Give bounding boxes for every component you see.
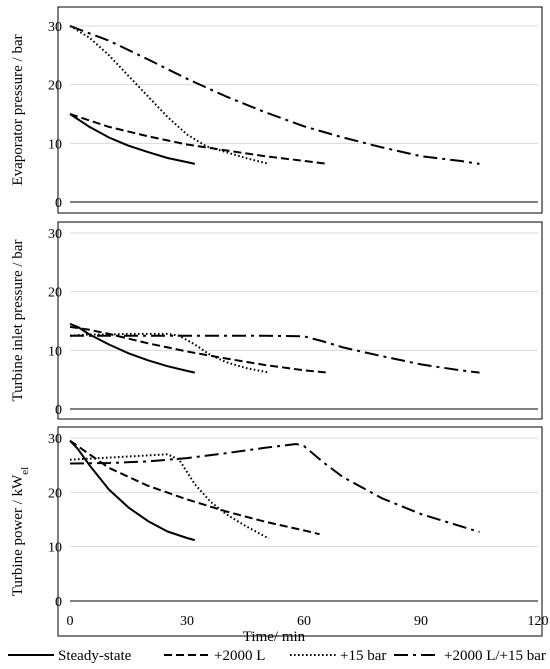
y-tick-label: 0 (55, 403, 62, 418)
y-tick-label: 10 (48, 137, 62, 152)
y-tick-label: 0 (55, 196, 62, 211)
series-line--15-bar (69, 25, 270, 165)
series-line-steady-state (69, 113, 196, 165)
panel-frame (57, 426, 543, 637)
x-axis-label: Time/ min (243, 629, 306, 645)
legend-label: +2000 L (214, 648, 265, 664)
y-axis-label: Evaporator pressure / bar (10, 34, 26, 185)
y-tick-label: 30 (48, 227, 62, 242)
y-axis-label: Turbine inlet pressure / bar (10, 240, 26, 402)
x-tick-label: 30 (180, 614, 194, 629)
x-tick-label: 120 (528, 614, 549, 629)
series-line--2000-l-15-bar (70, 334, 480, 374)
panel-2: 0 10 20 30 Turbine inlet pressure / bar (10, 221, 543, 420)
y-tick-label: 0 (55, 595, 62, 610)
y-tick-label: 30 (48, 20, 62, 35)
panels: 0 10 20 30 Evaporator pressure / bar 0 10 20 30 T… (10, 6, 549, 645)
x-tick-label: 60 (297, 614, 311, 629)
x-tick-label: 90 (414, 614, 428, 629)
series-line-steady-state (69, 322, 196, 374)
y-tick-label: 10 (48, 541, 62, 556)
series-line--2000-l (69, 113, 328, 165)
legend-item: Steady-state (8, 648, 132, 664)
legend-item: +15 bar (290, 648, 386, 664)
series-line-steady-state (69, 440, 196, 542)
panel-frame (57, 221, 543, 420)
legend-item: +2000 L/+15 bar (394, 648, 546, 664)
panel-1: 0 10 20 30 Evaporator pressure / bar (10, 6, 543, 214)
series-line--15-bar (69, 453, 270, 540)
legend-label: Steady-state (58, 648, 132, 664)
y-tick-label: 20 (48, 286, 62, 301)
series-line--2000-l (69, 325, 328, 374)
series-line--2000-l-15-bar (69, 25, 480, 165)
y-tick-label: 20 (48, 79, 62, 94)
y-tick-label: 10 (48, 344, 62, 359)
legend-label: +2000 L/+15 bar (444, 648, 546, 664)
panel-3: 0 10 20 30 Turbine power / kWel 0 30 60 90 120 Tim… (10, 426, 549, 645)
series-line--15-bar (69, 332, 270, 374)
panel-frame (57, 6, 543, 214)
legend: Steady-state +2000 L +15 bar +2000 L/+15 ba… (8, 648, 546, 664)
y-tick-label: 30 (48, 432, 62, 447)
legend-label: +15 bar (340, 648, 386, 664)
x-tick-label: 0 (67, 614, 74, 629)
legend-item: +2000 L (164, 648, 265, 664)
series-line--2000-l (69, 439, 320, 536)
y-tick-label: 20 (48, 486, 62, 501)
series-line--2000-l-15-bar (69, 443, 480, 533)
y-axis-label: Turbine power / kWel (10, 467, 31, 596)
